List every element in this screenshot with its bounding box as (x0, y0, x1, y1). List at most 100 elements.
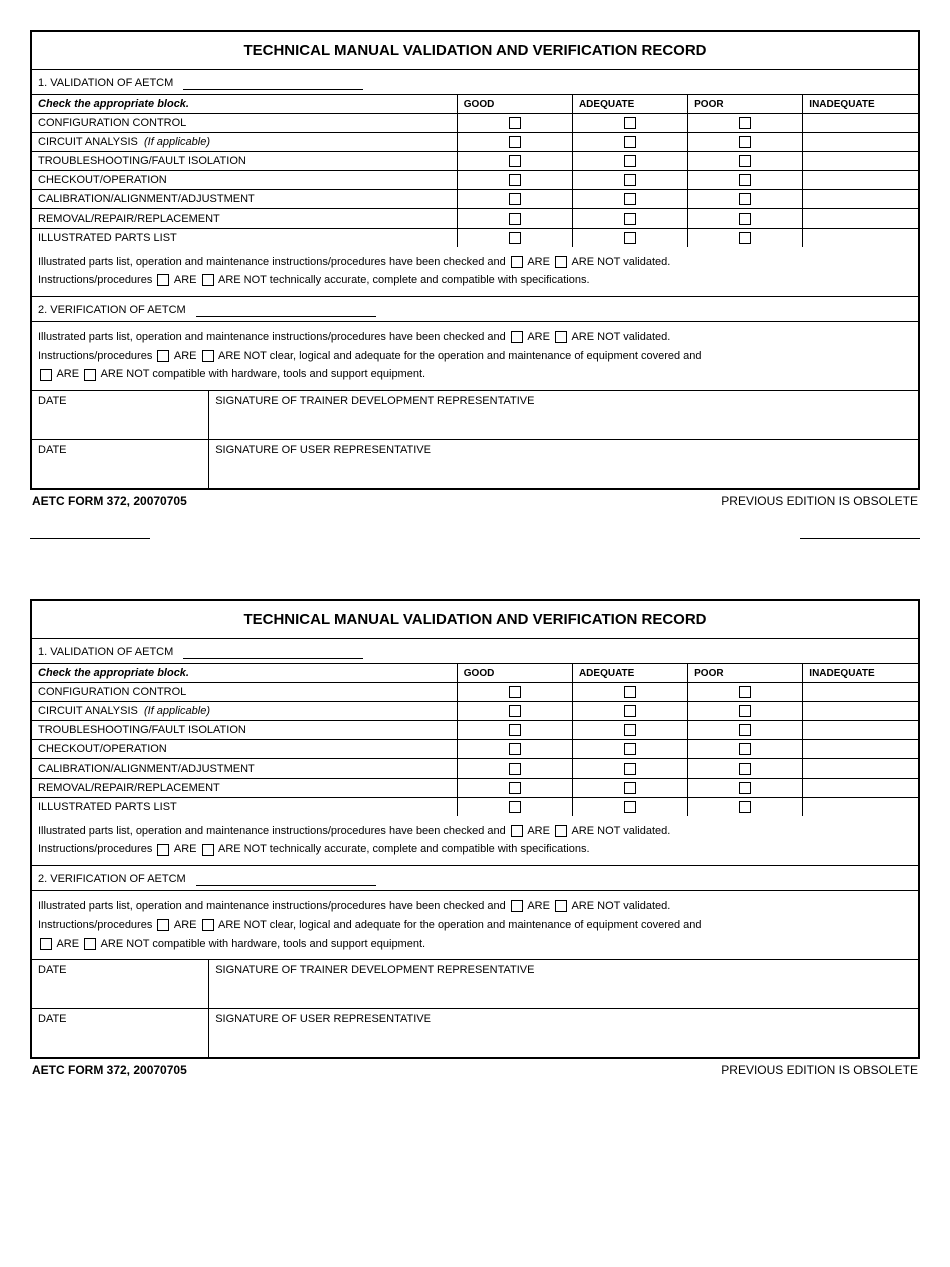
checkbox[interactable] (509, 193, 521, 205)
checkbox-are[interactable] (511, 900, 523, 912)
checkbox[interactable] (509, 743, 521, 755)
checkbox-are[interactable] (511, 825, 523, 837)
checkbox[interactable] (509, 782, 521, 794)
section1-heading: 1. VALIDATION OF AETCM (38, 646, 173, 658)
checkbox[interactable] (739, 763, 751, 775)
checkbox-are[interactable] (511, 331, 523, 343)
form-title: TECHNICAL MANUAL VALIDATION AND VERIFICA… (32, 32, 918, 70)
col-good: GOOD (457, 664, 572, 683)
checkbox[interactable] (624, 155, 636, 167)
form-number: AETC FORM 372, 20070705 (32, 1063, 187, 1077)
checkbox[interactable] (624, 136, 636, 148)
section2-heading: 2. VERIFICATION OF AETCM (38, 304, 186, 316)
section1-blank-line[interactable] (183, 76, 363, 90)
tear-line (30, 538, 920, 539)
checkbox[interactable] (624, 117, 636, 129)
checkbox[interactable] (509, 213, 521, 225)
checkbox-arenot[interactable] (202, 844, 214, 856)
table-row: CALIBRATION/ALIGNMENT/ADJUSTMENT (32, 190, 918, 209)
checkbox[interactable] (739, 705, 751, 717)
checkbox[interactable] (624, 686, 636, 698)
checkbox[interactable] (509, 705, 521, 717)
checkbox[interactable] (624, 743, 636, 755)
checkbox-arenot[interactable] (555, 331, 567, 343)
table-row: CHECKOUT/OPERATION (32, 740, 918, 759)
signature-trainer[interactable]: SIGNATURE OF TRAINER DEVELOPMENT REPRESE… (209, 391, 918, 439)
checkbox[interactable] (624, 232, 636, 244)
col-inadequate: INADEQUATE (803, 664, 918, 683)
checkbox[interactable] (739, 743, 751, 755)
checkbox[interactable] (624, 801, 636, 813)
section1-blank-line[interactable] (183, 645, 363, 659)
checkbox[interactable] (509, 232, 521, 244)
checkbox-are[interactable] (511, 256, 523, 268)
checkbox-arenot[interactable] (202, 274, 214, 286)
checkbox-arenot[interactable] (84, 369, 96, 381)
checkbox[interactable] (624, 193, 636, 205)
checkbox-are[interactable] (157, 274, 169, 286)
checkbox[interactable] (624, 705, 636, 717)
checkbox[interactable] (509, 763, 521, 775)
checkbox[interactable] (739, 193, 751, 205)
table-row: TROUBLESHOOTING/FAULT ISOLATION (32, 721, 918, 740)
form-copy-2: TECHNICAL MANUAL VALIDATION AND VERIFICA… (30, 599, 920, 1077)
checkbox[interactable] (739, 686, 751, 698)
date-field[interactable]: DATE (32, 960, 209, 1008)
table-row: CHECKOUT/OPERATION (32, 171, 918, 190)
rating-table: Check the appropriate block. GOOD ADEQUA… (32, 95, 918, 247)
checkbox[interactable] (739, 117, 751, 129)
section2-heading-row: 2. VERIFICATION OF AETCM (32, 866, 918, 891)
checkbox-are[interactable] (40, 938, 52, 950)
col-poor: POOR (688, 95, 803, 114)
signature-user[interactable]: SIGNATURE OF USER REPRESENTATIVE (209, 1009, 918, 1057)
col-inadequate: INADEQUATE (803, 95, 918, 114)
checkbox[interactable] (739, 213, 751, 225)
date-field[interactable]: DATE (32, 440, 209, 488)
check-instruction: Check the appropriate block. (38, 667, 189, 679)
section2-statements: Illustrated parts list, operation and ma… (32, 891, 918, 960)
section2-blank-line[interactable] (196, 303, 376, 317)
checkbox[interactable] (624, 763, 636, 775)
checkbox-are[interactable] (157, 919, 169, 931)
section2-statements: Illustrated parts list, operation and ma… (32, 322, 918, 391)
table-row: CIRCUIT ANALYSIS (If applicable) (32, 702, 918, 721)
date-field[interactable]: DATE (32, 391, 209, 439)
signature-trainer[interactable]: SIGNATURE OF TRAINER DEVELOPMENT REPRESE… (209, 960, 918, 1008)
section1-heading-row: 1. VALIDATION OF AETCM (32, 639, 918, 664)
checkbox[interactable] (509, 801, 521, 813)
checkbox-arenot[interactable] (202, 919, 214, 931)
col-good: GOOD (457, 95, 572, 114)
checkbox[interactable] (739, 232, 751, 244)
checkbox[interactable] (739, 155, 751, 167)
checkbox[interactable] (624, 213, 636, 225)
checkbox[interactable] (739, 724, 751, 736)
checkbox[interactable] (739, 801, 751, 813)
checkbox[interactable] (509, 117, 521, 129)
checkbox[interactable] (739, 136, 751, 148)
checkbox[interactable] (509, 136, 521, 148)
checkbox[interactable] (509, 724, 521, 736)
table-row: CONFIGURATION CONTROL (32, 114, 918, 133)
checkbox-are[interactable] (157, 350, 169, 362)
checkbox-arenot[interactable] (202, 350, 214, 362)
checkbox-arenot[interactable] (555, 256, 567, 268)
signature-user[interactable]: SIGNATURE OF USER REPRESENTATIVE (209, 440, 918, 488)
checkbox[interactable] (739, 174, 751, 186)
checkbox[interactable] (739, 782, 751, 794)
checkbox[interactable] (509, 686, 521, 698)
signature-trainer-row: DATE SIGNATURE OF TRAINER DEVELOPMENT RE… (32, 960, 918, 1009)
checkbox[interactable] (509, 174, 521, 186)
signature-trainer-row: DATE SIGNATURE OF TRAINER DEVELOPMENT RE… (32, 391, 918, 440)
checkbox-arenot[interactable] (84, 938, 96, 950)
checkbox[interactable] (624, 724, 636, 736)
form-title: TECHNICAL MANUAL VALIDATION AND VERIFICA… (32, 601, 918, 639)
date-field[interactable]: DATE (32, 1009, 209, 1057)
checkbox-are[interactable] (40, 369, 52, 381)
checkbox[interactable] (624, 782, 636, 794)
checkbox-arenot[interactable] (555, 825, 567, 837)
checkbox-are[interactable] (157, 844, 169, 856)
section2-blank-line[interactable] (196, 872, 376, 886)
checkbox[interactable] (509, 155, 521, 167)
checkbox-arenot[interactable] (555, 900, 567, 912)
checkbox[interactable] (624, 174, 636, 186)
